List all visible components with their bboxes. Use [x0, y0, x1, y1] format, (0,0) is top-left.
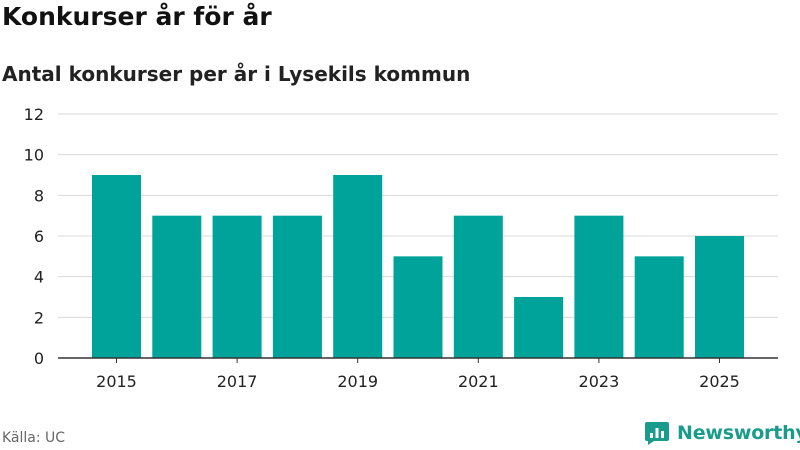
brand-logo: Newsworthy — [644, 420, 800, 446]
y-tick-label: 6 — [34, 227, 44, 246]
x-tick-label: 2021 — [458, 372, 499, 391]
y-tick-label: 12 — [24, 105, 44, 124]
bar — [393, 256, 443, 358]
y-tick-label: 2 — [34, 308, 44, 327]
chart-title: Konkurser år för år — [2, 2, 272, 31]
bar — [272, 215, 322, 358]
newsworthy-logo-icon — [645, 422, 669, 445]
brand-name: Newsworthy — [677, 422, 800, 444]
bar — [514, 297, 564, 358]
x-tick-label: 2015 — [96, 372, 137, 391]
x-tick-label: 2019 — [337, 372, 378, 391]
bar — [695, 236, 744, 358]
y-tick-label: 4 — [34, 268, 44, 287]
y-tick-label: 0 — [34, 349, 44, 368]
bar-chart: 0 2 4 6 8 10 12 2015 2017 2019 2021 2023 2025 — [24, 105, 778, 391]
bar — [574, 215, 624, 358]
bar — [212, 215, 262, 358]
x-tick-label: 2023 — [579, 372, 620, 391]
x-tick-label: 2017 — [217, 372, 258, 391]
chart-subtitle: Antal konkurser per år i Lysekils kommun — [2, 62, 471, 86]
source-label: Källa: UC — [2, 430, 66, 446]
bar — [453, 215, 503, 358]
x-tick-label: 2025 — [699, 372, 740, 391]
y-tick-label: 8 — [34, 186, 44, 205]
bar — [333, 175, 383, 358]
bar — [634, 256, 684, 358]
bar — [92, 175, 141, 358]
y-tick-label: 10 — [24, 146, 44, 165]
bar — [152, 215, 202, 358]
